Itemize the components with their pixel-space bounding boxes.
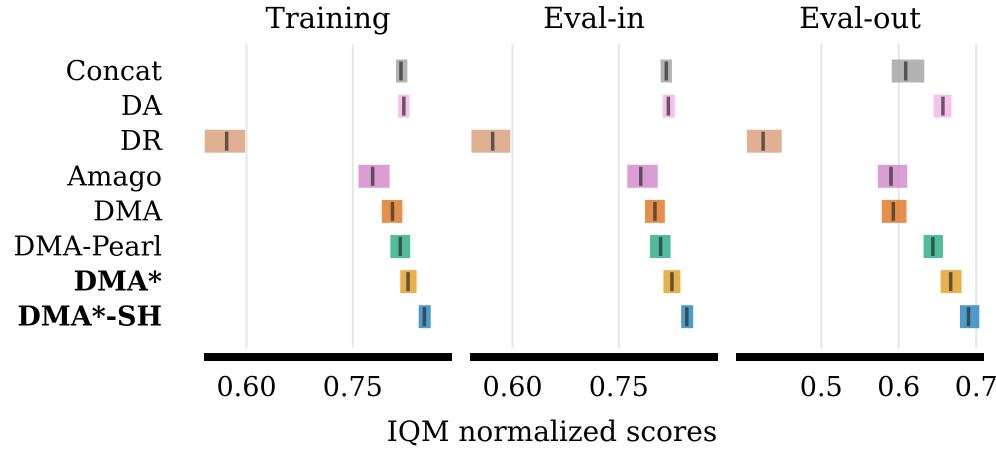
interval-bar-dr bbox=[204, 129, 246, 153]
method-label-dma-pearl: DMA-Pearl bbox=[14, 232, 163, 263]
method-label-da: DA bbox=[121, 91, 163, 122]
x-tick-label: 0.60 bbox=[482, 372, 542, 403]
chart-panels: Training 0.60 0.75 Eval-in 0.60 0.75 Eval-out 0… bbox=[204, 1, 996, 403]
x-tick-label: 0.75 bbox=[323, 372, 383, 403]
x-axis-label: IQM normalized scores bbox=[387, 415, 717, 448]
panel-title: Eval-out bbox=[799, 1, 921, 35]
method-label-dr: DR bbox=[120, 126, 163, 157]
method-label-dma-star: DMA* bbox=[74, 267, 162, 298]
panel-eval-in: Eval-in 0.60 0.75 bbox=[470, 1, 718, 403]
interval-bar-dr bbox=[471, 129, 511, 153]
panel-training: Training 0.60 0.75 bbox=[204, 1, 452, 403]
x-tick-label: 0.7 bbox=[955, 372, 996, 403]
x-tick-label: 0.5 bbox=[800, 372, 843, 403]
interval-bar-amago bbox=[627, 164, 658, 188]
method-labels: Concat DA DR Amago DMA DMA-Pearl DMA* DMA*-SH bbox=[14, 56, 163, 333]
interval-bar-concat bbox=[891, 59, 925, 83]
method-label-concat: Concat bbox=[66, 56, 163, 87]
panel-eval-out: Eval-out 0.5 0.6 0.7 bbox=[736, 1, 996, 403]
method-label-dma-star-sh: DMA*-SH bbox=[17, 302, 162, 333]
method-label-dma: DMA bbox=[93, 196, 162, 227]
panel-title: Eval-in bbox=[543, 1, 645, 35]
x-axis-line bbox=[470, 353, 718, 361]
x-axis-line bbox=[736, 353, 984, 361]
x-axis-line bbox=[204, 353, 452, 361]
panel-title: Training bbox=[266, 1, 391, 35]
x-tick-label: 0.75 bbox=[589, 372, 649, 403]
method-label-amago: Amago bbox=[66, 161, 162, 192]
x-tick-label: 0.60 bbox=[216, 372, 276, 403]
x-tick-label: 0.6 bbox=[877, 372, 920, 403]
